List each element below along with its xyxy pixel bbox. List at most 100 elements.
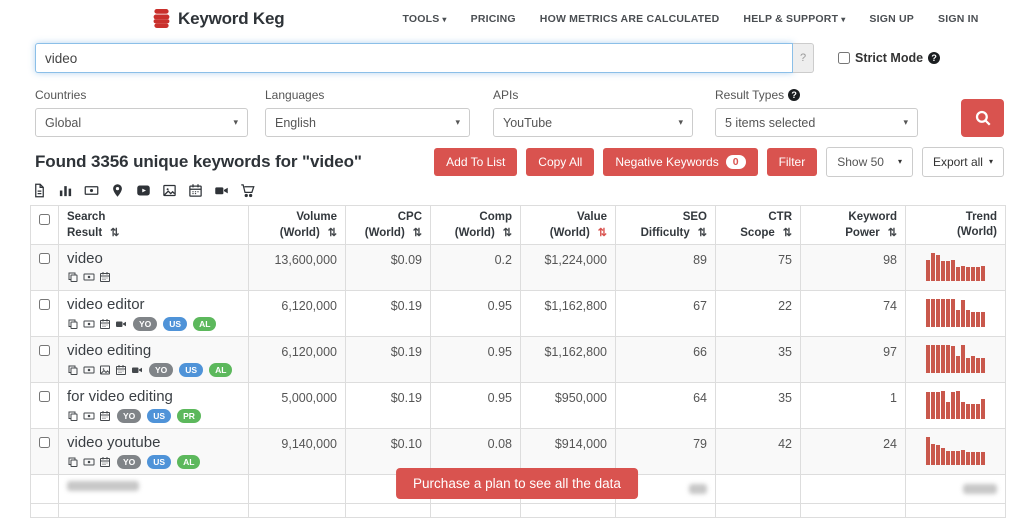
sort-icon-cpc[interactable]: ⇅: [412, 227, 422, 239]
video-camera-icon[interactable]: [115, 318, 127, 330]
copy-icon[interactable]: [67, 364, 79, 376]
strict-mode-checkbox[interactable]: [838, 52, 850, 64]
trend-bar: [946, 345, 950, 373]
source-badge-yo[interactable]: YO: [117, 455, 142, 469]
filter-select-apis[interactable]: YouTube ▾: [493, 108, 693, 137]
brand-logo[interactable]: Keyword Keg: [152, 8, 285, 29]
row-checkbox[interactable]: [39, 391, 50, 402]
purchase-plan-button[interactable]: Purchase a plan to see all the data: [396, 468, 638, 499]
select-all-checkbox[interactable]: [39, 214, 50, 225]
keyword-text[interactable]: video editing: [67, 342, 152, 359]
source-badge-us[interactable]: US: [147, 409, 172, 423]
copy-icon[interactable]: [67, 318, 79, 330]
strict-mode-help-icon[interactable]: ?: [928, 52, 941, 64]
column-header-search-result[interactable]: Search Result ⇅: [58, 205, 249, 245]
source-badge-al[interactable]: AL: [177, 455, 201, 469]
source-badge-us[interactable]: US: [163, 317, 188, 331]
keyword-text[interactable]: video youtube: [67, 434, 161, 451]
source-badge-yo[interactable]: YO: [133, 317, 158, 331]
nav-item-sign-in[interactable]: SIGN IN: [938, 12, 979, 25]
column-header-cpc[interactable]: CPC (World) ⇅: [345, 205, 431, 245]
chevron-down-icon: ▾: [841, 14, 846, 24]
table-row: video editor YO US AL 6,120,000 $0.19 0.95 $1,1…: [30, 290, 1006, 337]
show-count-select[interactable]: Show 50 ▾: [826, 146, 913, 177]
keyword-meta: YO US AL: [67, 317, 240, 331]
calendar-icon[interactable]: [188, 183, 203, 198]
column-header-value[interactable]: Value (World) ⇅: [520, 205, 616, 245]
row-checkbox[interactable]: [39, 299, 50, 310]
column-header-seo-difficulty[interactable]: SEO Difficulty ⇅: [615, 205, 716, 245]
table-row: for video editing YO US PR 5,000,000 $0.19 0.9…: [30, 382, 1006, 429]
file-text-icon[interactable]: [32, 183, 47, 198]
filter-select-result-types[interactable]: 5 items selected ▾: [715, 108, 918, 137]
comp-cell: 0.2: [430, 244, 521, 291]
source-badge-al[interactable]: AL: [193, 317, 217, 331]
banknote-icon[interactable]: [83, 456, 95, 468]
search-help-addon[interactable]: ?: [793, 43, 814, 73]
source-badge-us[interactable]: US: [147, 455, 172, 469]
nav-item-tools[interactable]: TOOLS ▾: [402, 12, 447, 25]
trend-cell: [905, 382, 1006, 429]
negative-keywords-button[interactable]: Negative Keywords 0: [603, 147, 758, 176]
image-icon[interactable]: [99, 364, 111, 376]
source-badge-us[interactable]: US: [179, 363, 204, 377]
sort-icon-value[interactable]: ⇅: [597, 227, 607, 239]
copy-icon[interactable]: [67, 410, 79, 422]
help-icon[interactable]: ?: [788, 89, 801, 101]
row-checkbox[interactable]: [39, 345, 50, 356]
add-to-list-button[interactable]: Add To List: [434, 147, 518, 176]
image-icon[interactable]: [162, 183, 177, 198]
banknote-icon[interactable]: [83, 318, 95, 330]
keyword-text[interactable]: video: [67, 250, 103, 267]
sort-icon-comp[interactable]: ⇅: [502, 227, 512, 239]
sort-icon-search-result[interactable]: ⇅: [110, 227, 120, 239]
source-badge-pr[interactable]: PR: [177, 409, 201, 423]
copy-icon[interactable]: [67, 456, 79, 468]
calendar-icon[interactable]: [99, 271, 111, 283]
row-checkbox[interactable]: [39, 437, 50, 448]
calendar-icon[interactable]: [99, 456, 111, 468]
banknote-icon[interactable]: [83, 271, 95, 283]
source-badge-al[interactable]: AL: [209, 363, 233, 377]
banknote-icon[interactable]: [83, 364, 95, 376]
nav-item-how-metrics-are-calculated[interactable]: HOW METRICS ARE CALCULATED: [539, 12, 720, 25]
nav-item-help-support[interactable]: HELP & SUPPORT ▾: [743, 12, 846, 25]
shopping-cart-icon[interactable]: [240, 183, 255, 198]
banknote-icon[interactable]: [83, 410, 95, 422]
filter-label-text: Result Types: [715, 88, 785, 102]
filter-select-countries[interactable]: Global ▾: [35, 108, 248, 137]
row-checkbox[interactable]: [39, 253, 50, 264]
search-button[interactable]: [961, 99, 1004, 137]
sort-icon-ctr-scope[interactable]: ⇅: [782, 227, 792, 239]
calendar-icon[interactable]: [99, 318, 111, 330]
youtube-play-icon[interactable]: [136, 183, 151, 198]
calendar-icon[interactable]: [99, 410, 111, 422]
calendar-icon[interactable]: [115, 364, 127, 376]
nav-item-sign-up[interactable]: SIGN UP: [869, 12, 914, 25]
column-header-ctr-scope[interactable]: CTR Scope ⇅: [715, 205, 801, 245]
source-badge-yo[interactable]: YO: [117, 409, 142, 423]
video-camera-icon[interactable]: [131, 364, 143, 376]
column-header-comp[interactable]: Comp (World) ⇅: [430, 205, 521, 245]
keyword-search-input[interactable]: [35, 43, 793, 73]
copy-all-button[interactable]: Copy All: [526, 147, 595, 176]
bar-chart-icon[interactable]: [58, 183, 73, 198]
sort-icon-seo-difficulty[interactable]: ⇅: [697, 227, 707, 239]
sort-icon-keyword-power[interactable]: ⇅: [887, 227, 897, 239]
banknote-icon[interactable]: [84, 183, 99, 198]
keyword-text[interactable]: for video editing: [67, 388, 173, 405]
column-label-line2: (World): [364, 226, 405, 239]
keyword-text[interactable]: video editor: [67, 296, 145, 313]
map-pin-icon[interactable]: [110, 183, 125, 198]
column-header-volume[interactable]: Volume (World) ⇅: [248, 205, 346, 245]
column-header-keyword-power[interactable]: Keyword Power ⇅: [800, 205, 906, 245]
sort-icon-volume[interactable]: ⇅: [327, 227, 337, 239]
export-all-button[interactable]: Export all ▾: [921, 146, 1004, 177]
nav-item-pricing[interactable]: PRICING: [470, 12, 516, 25]
trend-bar: [941, 391, 945, 419]
filter-select-languages[interactable]: English ▾: [265, 108, 470, 137]
video-camera-icon[interactable]: [214, 183, 229, 198]
source-badge-yo[interactable]: YO: [149, 363, 174, 377]
copy-icon[interactable]: [67, 271, 79, 283]
filter-button[interactable]: Filter: [766, 147, 818, 176]
